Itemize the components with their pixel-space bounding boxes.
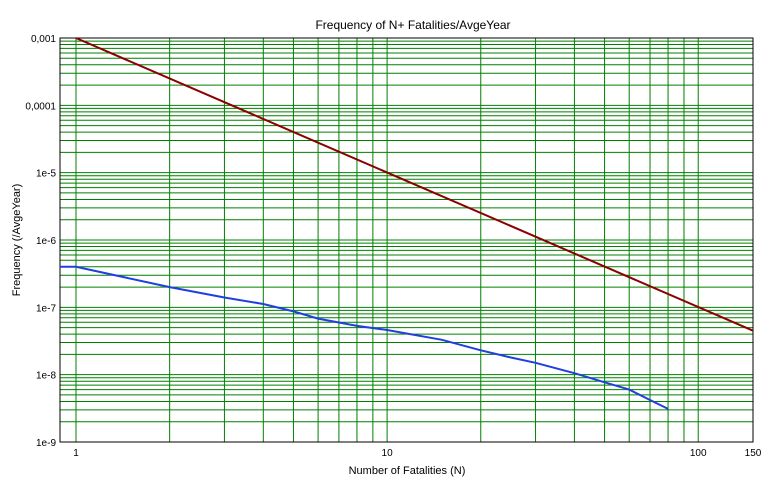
y-tick-label: 1e-8 — [36, 371, 56, 382]
y-tick-label: 1e-6 — [36, 236, 56, 247]
grid-lines — [60, 37, 754, 443]
x-axis-label: Number of Fatalities (N) — [349, 465, 466, 477]
x-tick-label: 1 — [73, 448, 79, 459]
x-tick-label: 150 — [745, 448, 762, 459]
chart-title: Frequency of N+ Fatalities/AvgeYear — [315, 18, 510, 32]
x-tick-label: 100 — [690, 448, 707, 459]
x-tick-label: 10 — [382, 448, 394, 459]
series-line-1 — [75, 37, 754, 332]
y-tick-label: 0,001 — [31, 34, 56, 45]
data-series — [60, 37, 754, 410]
y-tick-labels: 0,001 0,0001 1e-5 1e-6 1e-7 1e-8 1e-9 — [25, 34, 56, 449]
plot-area-frame — [59, 37, 754, 443]
y-tick-label: 1e-7 — [36, 303, 56, 314]
series-line-2 — [60, 265, 669, 410]
y-tick-label: 1e-9 — [36, 438, 56, 449]
y-tick-label: 1e-5 — [36, 169, 56, 180]
y-tick-label: 0,0001 — [25, 101, 56, 112]
x-tick-labels: 1 10 100 150 — [73, 448, 762, 459]
y-axis-label: Frequency (/AvgeYear) — [11, 184, 23, 297]
